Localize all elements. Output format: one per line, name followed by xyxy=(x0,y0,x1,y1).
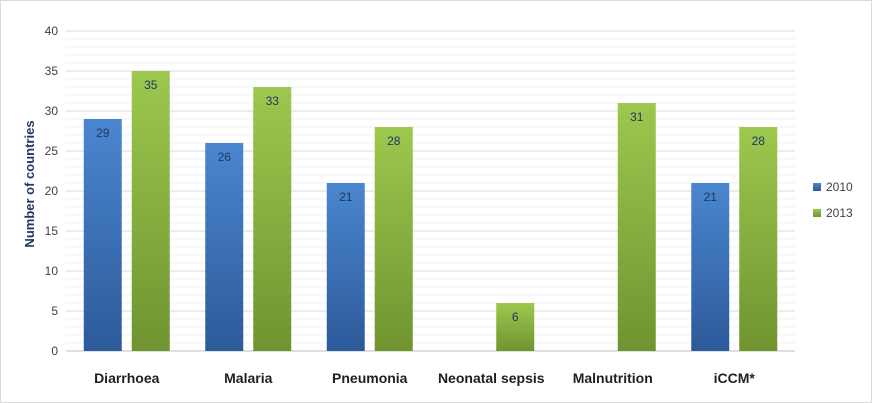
y-tick-label: 20 xyxy=(45,184,59,198)
bar-2010 xyxy=(691,183,730,351)
gridlines xyxy=(66,30,795,352)
data-label: 28 xyxy=(387,134,401,148)
legend: 2010 2013 xyxy=(813,180,853,220)
legend-label-2013: 2013 xyxy=(826,206,853,220)
x-category-label: Neonatal sepsis xyxy=(438,370,545,386)
data-label: 26 xyxy=(218,150,232,164)
y-tick-label: 0 xyxy=(51,344,58,358)
data-label: 29 xyxy=(96,126,110,140)
bar-2013 xyxy=(739,127,778,351)
x-category-label: Diarrhoea xyxy=(94,370,160,386)
bar-2013 xyxy=(496,303,535,351)
y-tick-label: 30 xyxy=(45,104,59,118)
y-tick-label: 10 xyxy=(45,264,59,278)
bar-2010 xyxy=(205,143,244,351)
data-label: 35 xyxy=(144,78,158,92)
y-tick-label: 35 xyxy=(45,64,59,78)
y-tick-label: 5 xyxy=(51,304,58,318)
bar-2010 xyxy=(83,119,122,351)
x-category-label: Malaria xyxy=(224,370,272,386)
legend-swatch-2013 xyxy=(813,209,821,217)
y-axis-label: Number of countries xyxy=(22,120,37,247)
data-label: 31 xyxy=(630,110,644,124)
x-category-label: Malnutrition xyxy=(573,370,653,386)
y-tick-label: 15 xyxy=(45,224,59,238)
data-label: 28 xyxy=(752,134,766,148)
bar-2013 xyxy=(131,71,170,351)
data-labels: 29 35 26 33 21 28 6 31 21 28 xyxy=(96,78,765,324)
bars xyxy=(83,71,778,351)
bar-2013 xyxy=(253,87,292,351)
bar-2013 xyxy=(617,103,656,351)
bar-2010 xyxy=(326,183,365,351)
x-category-label: Pneumonia xyxy=(332,370,408,386)
y-tick-label: 25 xyxy=(45,144,59,158)
bar-2013 xyxy=(374,127,413,351)
x-category-label: iCCM* xyxy=(714,370,756,386)
data-label: 21 xyxy=(339,190,353,204)
y-tick-label: 40 xyxy=(45,24,59,38)
data-label: 21 xyxy=(704,190,718,204)
x-axis-categories: Diarrhoea Malaria Pneumonia Neonatal sepsis… xyxy=(94,370,755,386)
legend-swatch-2010 xyxy=(813,183,821,191)
data-label: 6 xyxy=(512,310,519,324)
data-label: 33 xyxy=(266,94,280,108)
y-axis-ticks: 0 5 10 15 20 25 30 35 40 xyxy=(45,24,59,358)
legend-label-2010: 2010 xyxy=(826,180,853,194)
